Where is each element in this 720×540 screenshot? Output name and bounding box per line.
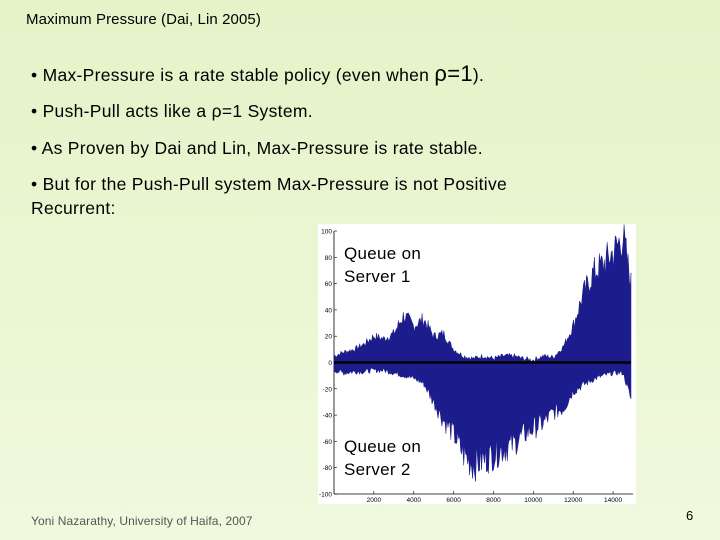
annotation-line: Server 1: [344, 267, 411, 286]
y-tick-label: 100: [321, 229, 332, 236]
x-tick-label: 14000: [604, 497, 622, 504]
x-tick-label: 12000: [564, 497, 582, 504]
queue-chart: -100 -80 -60 -40 -20 0 20 40 60 80 100 2000 4000 6000…: [318, 224, 636, 504]
slide-title: Maximum Pressure (Dai, Lin 2005): [26, 11, 261, 28]
series-server-1-area: [333, 224, 632, 363]
bullet-line-1: • But for the Push-Pull system Max-Press…: [31, 174, 508, 194]
footer-author: Yoni Nazarathy, University of Haifa, 200…: [31, 514, 253, 528]
y-tick-label: 20: [325, 334, 333, 341]
page-number: 6: [686, 508, 694, 523]
annotation-line: Queue on: [344, 437, 422, 456]
y-tick-label: 60: [325, 281, 333, 288]
bullet-push-pull: • Push-Pull acts like a ρ=1 System.: [31, 101, 313, 121]
x-tick-label: 2000: [367, 497, 382, 504]
bullet-not-positive-recurrent: • But for the Push-Pull system Max-Press…: [31, 172, 591, 220]
bullet-text-end: ).: [472, 65, 485, 85]
y-tick-label: -80: [323, 465, 333, 472]
annotation-line: Queue on: [344, 244, 422, 263]
rho-symbol: ρ=1: [434, 61, 473, 86]
chart-annotation-server-1: Queue on Server 1: [344, 242, 421, 288]
annotation-line: Server 2: [344, 460, 411, 479]
bullet-dai-lin: • As Proven by Dai and Lin, Max-Pressure…: [31, 138, 483, 158]
y-tick-label: 40: [325, 307, 333, 314]
bullet-max-pressure-rate-stable: • Max-Pressure is a rate stable policy (…: [31, 62, 591, 87]
x-tick-label: 10000: [524, 497, 542, 504]
y-tick-label: 0: [328, 360, 332, 367]
queue-chart-svg: -100 -80 -60 -40 -20 0 20 40 60 80 100 2000 4000 6000…: [319, 224, 633, 504]
y-tick-label: -40: [323, 413, 333, 420]
x-tick-label: 4000: [406, 497, 421, 504]
x-tick-label: 8000: [486, 497, 501, 504]
y-tick-label: -60: [323, 439, 333, 446]
y-tick-label: -100: [319, 492, 332, 499]
x-tick-label: 6000: [446, 497, 461, 504]
bullet-text: • Max-Pressure is a rate stable policy (…: [31, 65, 435, 85]
chart-annotation-server-2: Queue on Server 2: [344, 435, 421, 481]
series-server-2-area: [333, 362, 632, 482]
y-tick-label: 80: [325, 255, 333, 262]
y-tick-label: -20: [323, 386, 333, 393]
bullet-line-2: Recurrent:: [31, 198, 116, 218]
